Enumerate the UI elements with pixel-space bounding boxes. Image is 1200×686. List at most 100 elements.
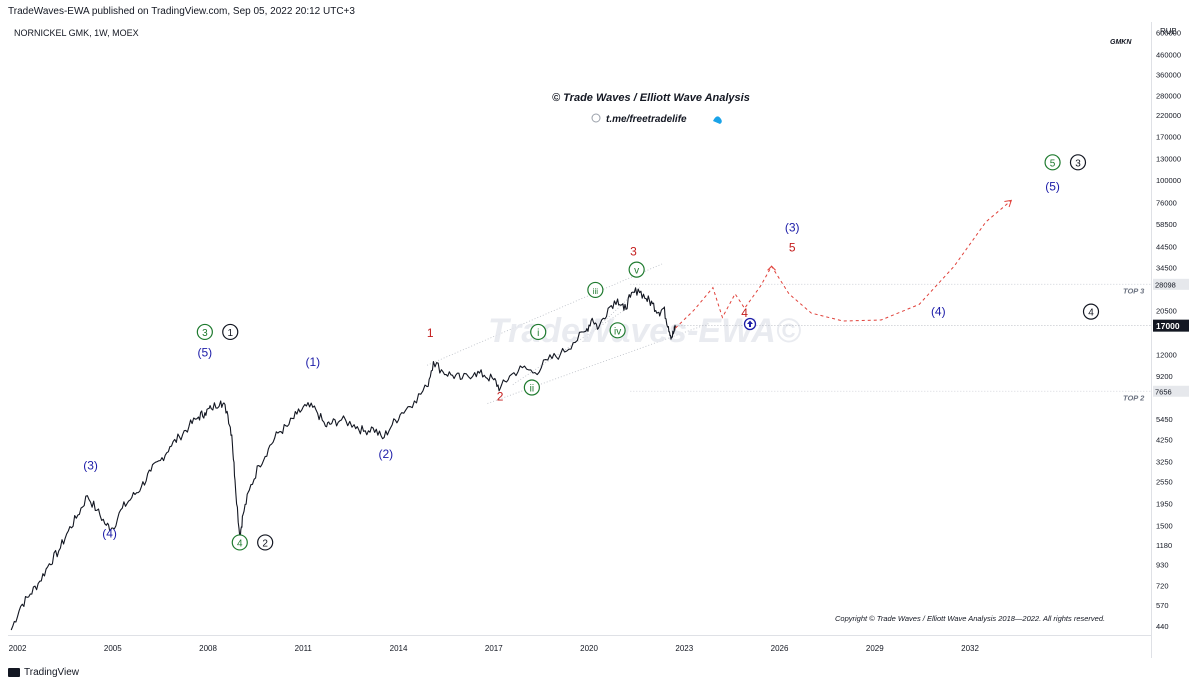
tradingview-logo-icon [8,668,20,677]
up-arrow-glyph [747,320,753,327]
y-tick-label: 460000 [1156,50,1181,59]
wave-label-circle [587,281,604,299]
series-layer [10,287,676,631]
channel-line [582,287,641,342]
level-label: TOP 2 [1123,393,1145,402]
brand-title: © Trade Waves / Elliott Wave Analysis [552,92,750,104]
wave-label: i [537,328,539,339]
wave-label: 4 [237,538,243,549]
wave-label: ii [530,384,534,395]
y-tick-label: 1950 [1156,500,1173,509]
wave-label: 3 [630,244,637,258]
wave-label: v [634,266,639,277]
symbol-line: NORNICKEL GMK, 1W, MOEX [14,28,139,38]
price-level-tag-label: 28098 [1155,280,1176,289]
wave-label-circle [231,534,248,551]
wave-label: iii [593,287,599,296]
y-tick-label: 280000 [1156,91,1181,100]
projection-path [675,200,1012,329]
copyright-text: Copyright © Trade Waves / Elliott Wave A… [835,614,1105,623]
y-tick-label: 44500 [1156,243,1177,252]
x-tick-label: 2005 [104,644,122,653]
levels-layer: TOP 3 TOP 2 [630,283,1151,402]
y-tick-label: 600000 [1156,29,1181,38]
projection-layer [675,199,1013,329]
wave-label-circle [1082,303,1100,320]
wave-label: (5) [1045,179,1060,193]
x-tick-label: 2017 [485,644,503,653]
wave-label: iv [614,326,621,337]
wave-emoji-icon [713,116,722,124]
y-tick-label: 930 [1156,561,1169,570]
wave-label-circle [257,534,274,551]
wave-label: (4) [931,305,946,319]
currency-label: RUB [1160,27,1177,36]
y-tick-label: 100000 [1156,176,1181,185]
x-tick-label: 2026 [771,644,789,653]
tradingview-logo[interactable]: TradingView [8,667,79,678]
x-tick-label: 2014 [390,644,408,653]
price-line[interactable] [10,287,676,631]
published-line: TradeWaves-EWA published on TradingView.… [8,6,355,17]
wave-label: 1 [227,328,233,339]
y-tick-label: 1180 [1156,541,1172,550]
wave-label: (4) [102,527,117,541]
x-tick-label: 2020 [580,644,598,653]
y-tick-label: 34500 [1156,263,1177,272]
x-tick-label: 2008 [199,644,217,653]
wave-label: 3 [202,328,208,339]
y-tick-label: 1500 [1156,521,1173,530]
wave-label: 5 [789,240,796,254]
wave-label: 2 [262,538,268,549]
y-tick-label: 5450 [1156,415,1173,424]
x-tick-label: 2011 [295,644,313,653]
y-tick-label: 12000 [1156,350,1177,359]
channel-line [512,307,628,385]
x-tick-label: 2029 [866,644,884,653]
price-axis[interactable]: 600000 460000 360000 280000 220000 170000 1300… [675,29,1189,632]
wave-label: 3 [1075,158,1081,169]
wave-label: 2 [497,389,504,403]
y-tick-label: 20500 [1156,306,1177,315]
wave-label-circle [1069,154,1087,171]
wave-label-circle [196,323,213,341]
wave-label: 4 [1088,308,1094,319]
telegram-icon [591,113,601,123]
y-tick-label: 76000 [1156,199,1177,208]
y-tick-label: 220000 [1156,111,1181,120]
y-tick-label: 130000 [1156,154,1181,163]
y-tick-label: 9200 [1156,372,1173,381]
wave-label: (1) [305,355,320,369]
wave-label-circle [609,322,626,339]
y-tick-label: 3250 [1156,458,1173,467]
y-tick-label: 360000 [1156,71,1181,80]
wave-label-circle [523,379,540,396]
y-tick-label: 2550 [1156,478,1173,487]
y-tick-label: 720 [1156,582,1169,591]
wave-label-circle [222,323,239,341]
wave-label: 5 [1050,158,1056,169]
wave-label-circle [530,323,547,341]
plot-area[interactable] [8,22,1151,658]
chart-pane[interactable]: TOP 3 TOP 2 TradeWaves-EWA© (3) (4) (5) 3 1 4 2… [8,22,1193,658]
current-price-label: 17000 [1156,321,1180,331]
y-tick-label: 170000 [1156,132,1181,141]
y-tick-label: 440 [1156,622,1169,631]
projection-peak-arrow [767,265,776,271]
channel-line [426,263,663,366]
time-axis[interactable]: 2002 2005 2008 2011 2014 2017 2020 2023 2026 2029… [9,644,980,653]
current-price-tag [1153,319,1189,332]
level-label: TOP 3 [1123,286,1145,295]
wave-label: (5) [198,345,213,359]
wave-label: (3) [83,459,98,473]
y-tick-label: 570 [1156,601,1169,610]
price-level-tag [1153,385,1189,397]
ticker-tag: GMKN [1110,39,1132,46]
tradingview-logo-text: TradingView [24,667,80,678]
telegram-link[interactable]: t.me/freetradelife [606,114,687,125]
x-tick-label: 2002 [9,644,27,653]
price-level-tag-label: 7656 [1155,387,1172,396]
wave-label-circle [1044,154,1061,171]
